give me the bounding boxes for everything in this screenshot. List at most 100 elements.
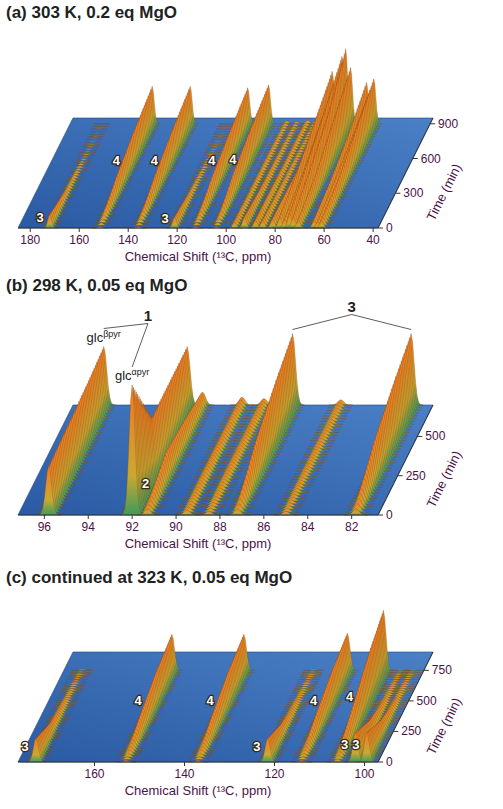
peak-slice [42,215,58,229]
peak-slice [66,680,87,682]
peak-slice [72,166,88,168]
peak-slice [294,686,315,688]
peak-slice [84,143,100,145]
peak-slice [136,509,160,516]
x-tick [307,515,308,519]
time-tick [413,158,418,159]
peak-slice [85,141,101,143]
x-tick [94,762,95,766]
x-tick [373,228,374,232]
peak-slice [401,671,422,672]
peak-slice [395,682,416,684]
plot-floor [18,652,433,762]
peak-slice [237,217,253,228]
peak-label: 2 [142,476,149,491]
time-tick-label: 500 [417,694,437,708]
peak-label: 4 [151,153,159,168]
peak-slice [396,680,417,682]
peak-slice [131,223,147,226]
peak-slice [69,673,90,674]
peak-slice [117,757,138,760]
peak-slice [71,669,92,670]
peak-slice [61,689,82,691]
peak-slice [197,511,221,515]
x-tick [88,515,89,519]
x-tick-label: 80 [268,233,282,247]
peak-slice [226,509,250,516]
peak-slice [205,151,221,152]
time-axis-title: Time (min) [423,161,464,223]
peak-slice [68,173,84,176]
x-tick-label: 96 [38,520,52,534]
annotation-sublabel: glcβpyr [87,329,121,345]
peak-slice [276,146,292,149]
peak-slice [133,219,149,223]
peak-label: 3 [22,739,29,754]
x-tick-label: 86 [257,520,271,534]
x-tick [177,228,178,232]
peak-slice [193,173,209,176]
x-axis-line [18,762,378,763]
x-tick [184,762,185,766]
peak-slice [93,126,109,127]
time-tick-label: 250 [406,469,426,483]
annotation-line [104,324,148,329]
peak-slice [189,757,210,760]
peak-slice [87,136,103,138]
x-tick [226,228,227,232]
panel-title: (c) continued at 323 K, 0.05 eq MgO [6,568,292,587]
peak-slice [292,757,313,760]
x-tick [275,228,276,232]
peak-label: 3 [341,737,348,752]
peak-slice [190,753,211,757]
time-tick [378,762,383,763]
peak-slice [399,675,420,677]
x-tick [30,228,31,232]
peak-slice [275,128,291,131]
peak-slice [70,168,86,171]
peak-slice [62,686,83,688]
sublabel-base: glc [115,368,132,383]
peak-slice [278,123,294,126]
peak-slice [76,159,92,161]
peaks [42,49,382,228]
peak-label: 4 [229,152,237,167]
x-tick-label: 100 [216,233,236,247]
peak-slice [400,673,421,675]
peak-slice [314,221,330,229]
peak-slice [287,124,303,126]
time-tick [395,193,400,194]
x-tick [263,515,264,519]
peak-label: 3 [253,739,260,754]
peak-slice [188,183,204,186]
peak-slice [276,126,292,129]
x-tick-label: 180 [20,233,40,247]
time-tick-label: 0 [386,508,393,522]
x-tick [351,515,352,519]
peak-slice [297,680,318,682]
peak-slice [120,385,144,515]
x-tick-label: 88 [213,520,227,534]
peak-label: 3 [37,210,44,225]
time-tick-label: 300 [403,186,423,200]
x-tick [274,762,275,766]
peak-slice [73,163,89,165]
peak-slice [214,133,230,134]
peak-slice [175,510,199,515]
x-axis-title: Chemical Shift (¹³C, ppm) [125,536,272,551]
time-tick [417,436,422,437]
peak-slice [167,217,183,228]
x-tick [128,228,129,232]
peak-slice [208,143,224,145]
x-tick [44,515,45,519]
peak-slice [69,171,85,174]
time-tick [378,515,383,516]
peak-slice [302,671,323,672]
peak-slice [398,678,419,680]
time-tick [393,731,398,732]
annotation-label: 3 [348,298,356,315]
panel-title: (b) 298 K, 0.05 eq MgO [6,276,187,295]
x-tick-label: 60 [317,233,331,247]
peak-slice [68,676,89,678]
time-tick-label: 600 [421,152,441,166]
